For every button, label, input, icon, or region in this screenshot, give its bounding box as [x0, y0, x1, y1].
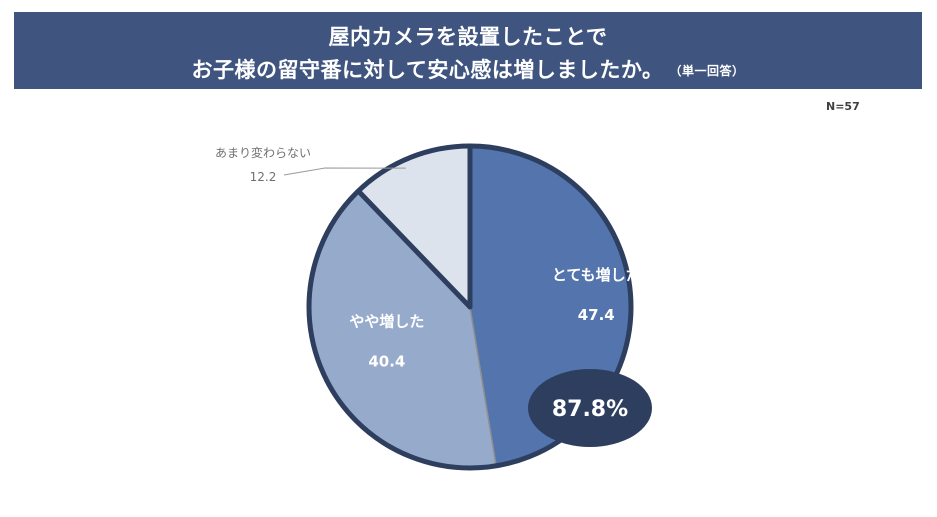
total-badge: [528, 369, 652, 447]
chart-title-line2: お子様の留守番に対して安心感は増しましたか。 （単一回答）: [14, 54, 922, 84]
chart-title-line1: 屋内カメラを設置したことで: [328, 25, 608, 49]
pie-slice-2: [308, 191, 497, 468]
slice-label-1: とても増した: [552, 266, 641, 284]
slice-label-2: やや増した: [349, 313, 424, 331]
callout-value: 12.2: [250, 170, 277, 184]
pie-outline: [306, 143, 634, 471]
sample-size: N=57: [826, 100, 860, 113]
chart-title-line2-text: お子様の留守番に対して安心感は増しましたか。: [191, 58, 664, 82]
title-banner: 屋内カメラを設置したことで お子様の留守番に対して安心感は増しましたか。 （単一回…: [14, 12, 922, 89]
callout-leader-line: [283, 167, 406, 176]
slice-value-2: 40.4: [368, 353, 405, 371]
answer-type-note: （単一回答）: [675, 64, 745, 78]
slice-divider-2: [469, 306, 497, 467]
callout-label: あまり変わらない: [215, 145, 311, 160]
slice-value-1: 47.4: [578, 306, 615, 324]
pie-slice-3: [358, 146, 470, 307]
slice-divider-3: [355, 188, 473, 310]
total-badge-text: 87.8%: [552, 397, 628, 422]
